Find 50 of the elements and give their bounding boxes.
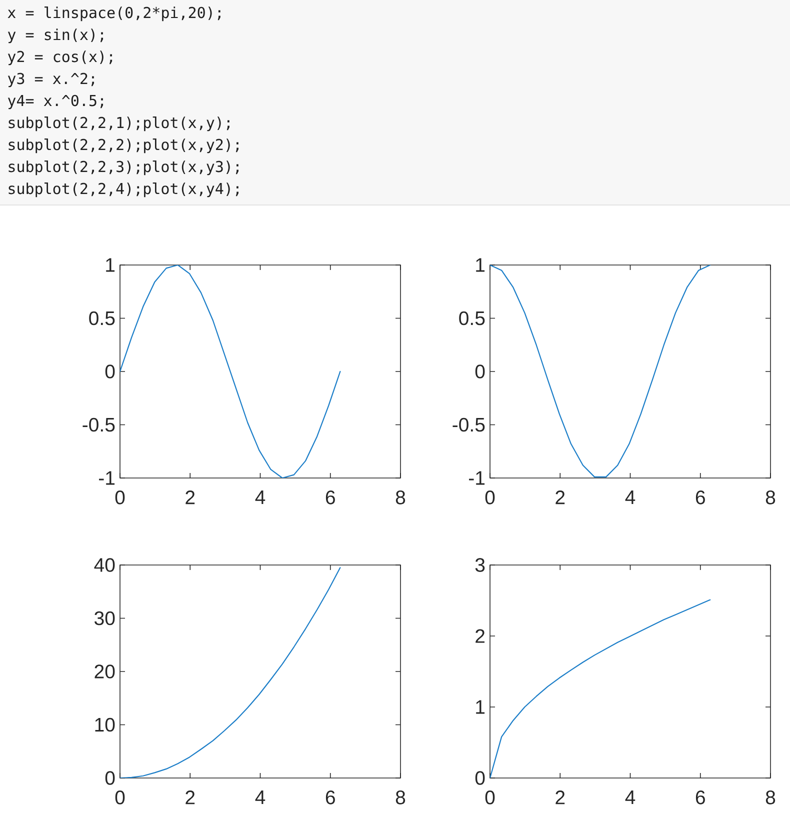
y-tick-label: 3 <box>475 558 485 572</box>
line-series <box>120 567 341 778</box>
text: subplot(2,2,3);plot(x,y3); <box>8 160 238 176</box>
x-tick-label: 2 <box>556 490 565 504</box>
y-tick-label: 30 <box>94 611 115 626</box>
x-tick-label: 2 <box>186 790 195 804</box>
text: x = linspace(0,2*pi,20); <box>8 6 220 22</box>
x-tick-label: 0 <box>485 490 495 504</box>
y-tick-label: 10 <box>95 718 115 732</box>
x-tick-label: 8 <box>396 490 406 504</box>
x-tick-label: 8 <box>396 790 406 804</box>
text: y3 = x.^2; <box>8 72 94 88</box>
text: subplot(2,2,1);plot(x,y); <box>8 116 230 132</box>
x-tick-label: 4 <box>625 790 636 804</box>
y-tick-label: 20 <box>94 664 115 678</box>
x-tick-label: 2 <box>556 790 565 804</box>
text: subplot(2,2,4);plot(x,y4); <box>8 182 238 198</box>
y-tick-label: 0 <box>475 364 485 378</box>
y-tick-label: 1 <box>476 258 485 272</box>
y-tick-label: 0.5 <box>89 311 115 326</box>
x-tick-label: 6 <box>696 790 705 804</box>
x-tick-label: 4 <box>625 490 636 504</box>
y-tick-label: -1 <box>468 471 485 485</box>
x-tick-label: 4 <box>255 790 266 804</box>
x-tick-label: 6 <box>696 490 705 504</box>
x-tick-label: 8 <box>766 790 776 804</box>
y-tick-label: 0 <box>475 771 485 785</box>
y-tick-label: -1 <box>98 471 115 485</box>
x-tick-label: 0 <box>115 790 125 804</box>
line-series <box>490 264 711 478</box>
y-tick-label: -0.5 <box>452 418 485 432</box>
text: subplot(2,2,2);plot(x,y2); <box>8 138 238 154</box>
x-tick-label: 6 <box>326 790 335 804</box>
x-tick-label: 4 <box>255 490 266 504</box>
y-tick-label: 40 <box>94 558 115 572</box>
text: y4= x.^0.5; <box>8 94 104 110</box>
x-tick-label: 0 <box>115 490 125 504</box>
x-tick-label: 6 <box>326 490 335 504</box>
x-tick-label: 0 <box>485 790 495 804</box>
y-tick-label: 1 <box>476 700 485 714</box>
x-tick-label: 8 <box>766 490 776 504</box>
y-tick-label: 1 <box>106 258 115 272</box>
y-tick-label: 0 <box>105 364 115 378</box>
y-tick-label: -0.5 <box>82 418 115 432</box>
y-tick-label: 0.5 <box>459 311 485 326</box>
x-tick-label: 2 <box>186 490 195 504</box>
y-tick-label: 0 <box>105 771 115 785</box>
text: y = sin(x); <box>8 28 104 44</box>
y-tick-label: 2 <box>476 629 484 643</box>
text: y2 = cos(x); <box>8 50 112 66</box>
